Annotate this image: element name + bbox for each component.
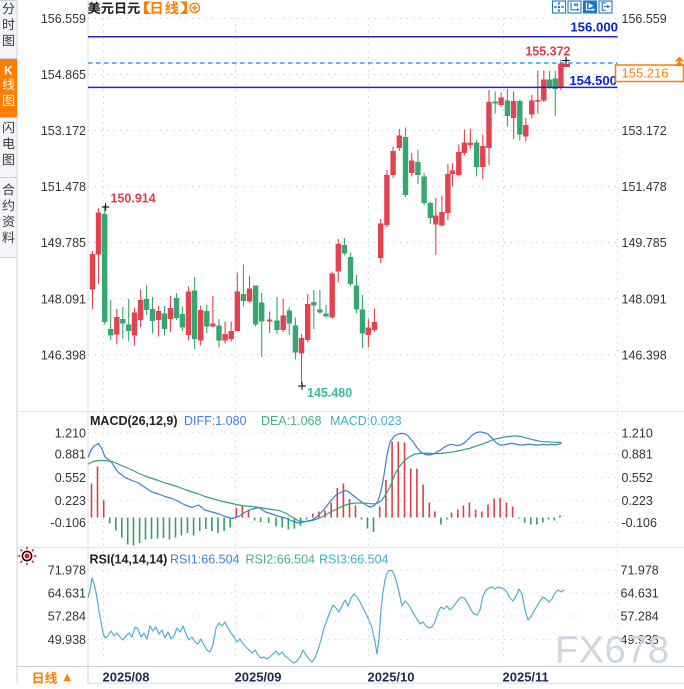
svg-text:0.223: 0.223 bbox=[55, 494, 86, 508]
svg-text:RSI(14,14,14): RSI(14,14,14) bbox=[90, 553, 168, 567]
svg-text:64.631: 64.631 bbox=[48, 587, 86, 601]
svg-text:1.210: 1.210 bbox=[55, 426, 86, 440]
svg-text:64.631: 64.631 bbox=[621, 587, 659, 601]
svg-text:148.091: 148.091 bbox=[41, 292, 86, 306]
svg-text:0.223: 0.223 bbox=[622, 494, 653, 508]
svg-text:MACD:0.023: MACD:0.023 bbox=[330, 414, 402, 428]
svg-text:RSI2:66.504: RSI2:66.504 bbox=[246, 553, 316, 567]
svg-text:2025/09: 2025/09 bbox=[235, 670, 282, 685]
svg-text:DIFF:1.080: DIFF:1.080 bbox=[184, 414, 247, 428]
svg-text:149.785: 149.785 bbox=[622, 236, 667, 250]
svg-text:0.552: 0.552 bbox=[622, 471, 653, 485]
svg-text:153.172: 153.172 bbox=[622, 124, 667, 138]
svg-text:49.938: 49.938 bbox=[48, 633, 86, 647]
svg-text:154.865: 154.865 bbox=[41, 68, 86, 82]
svg-text:1.210: 1.210 bbox=[622, 426, 653, 440]
svg-text:156.559: 156.559 bbox=[41, 12, 86, 26]
svg-text:0.881: 0.881 bbox=[55, 448, 86, 462]
svg-text:71.978: 71.978 bbox=[621, 564, 659, 578]
svg-text:155.216: 155.216 bbox=[622, 66, 669, 81]
svg-text:156.000: 156.000 bbox=[570, 20, 618, 35]
svg-text:49.938: 49.938 bbox=[621, 633, 659, 647]
svg-text:-0.106: -0.106 bbox=[51, 516, 86, 530]
svg-text:FX678: FX678 bbox=[555, 630, 669, 672]
svg-text:RSI3:66.504: RSI3:66.504 bbox=[319, 553, 389, 567]
svg-text:0.552: 0.552 bbox=[55, 471, 86, 485]
svg-text:RSI1:66.504: RSI1:66.504 bbox=[170, 553, 240, 567]
svg-text:-0.106: -0.106 bbox=[622, 516, 657, 530]
svg-text:2025/11: 2025/11 bbox=[503, 670, 549, 685]
svg-text:57.284: 57.284 bbox=[621, 610, 659, 624]
svg-text:155.372: 155.372 bbox=[525, 45, 570, 59]
svg-text:149.785: 149.785 bbox=[41, 236, 86, 250]
svg-text:150.914: 150.914 bbox=[111, 192, 156, 206]
svg-text:MACD(26,12,9): MACD(26,12,9) bbox=[90, 414, 178, 428]
svg-text:156.559: 156.559 bbox=[622, 12, 667, 26]
svg-text:151.478: 151.478 bbox=[622, 180, 667, 194]
svg-text:71.978: 71.978 bbox=[48, 564, 86, 578]
svg-text:151.478: 151.478 bbox=[41, 180, 86, 194]
svg-text:0.881: 0.881 bbox=[622, 448, 653, 462]
svg-text:148.091: 148.091 bbox=[622, 292, 667, 306]
svg-text:DEA:1.068: DEA:1.068 bbox=[261, 414, 322, 428]
svg-text:K: K bbox=[4, 64, 13, 78]
svg-text:2025/10: 2025/10 bbox=[368, 670, 415, 685]
svg-text:154.500: 154.500 bbox=[569, 73, 617, 88]
svg-text:146.398: 146.398 bbox=[622, 348, 667, 362]
svg-text:153.172: 153.172 bbox=[41, 124, 86, 138]
svg-text:146.398: 146.398 bbox=[41, 348, 86, 362]
svg-text:145.480: 145.480 bbox=[307, 386, 352, 400]
svg-text:2025/08: 2025/08 bbox=[103, 670, 150, 685]
svg-text:57.284: 57.284 bbox=[48, 610, 86, 624]
